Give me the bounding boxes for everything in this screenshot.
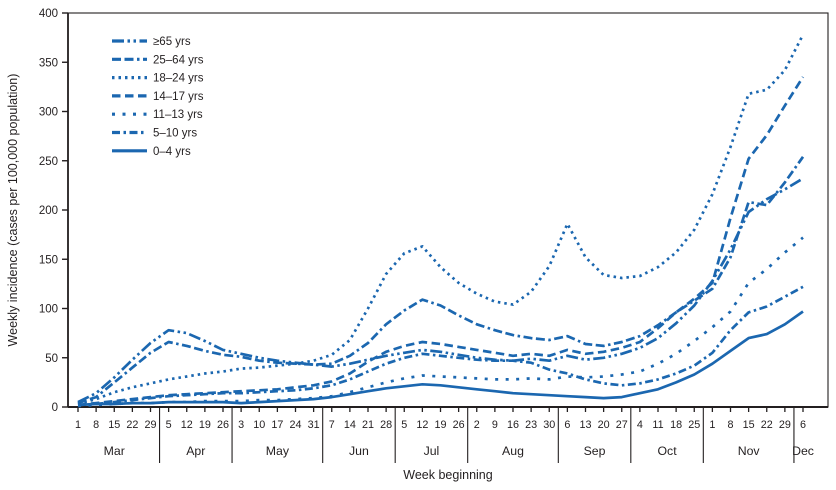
- month-label: Aug: [502, 444, 524, 458]
- legend-label: 25–64 yrs: [153, 54, 204, 66]
- x-tick-label: 29: [144, 419, 156, 431]
- legend-item: 11–13 yrs: [112, 109, 203, 121]
- month-label: Oct: [657, 444, 677, 458]
- y-tick-label: 100: [39, 304, 58, 316]
- legend-item: 0–4 yrs: [112, 146, 191, 158]
- legend-item: 18–24 yrs: [112, 73, 204, 85]
- series-line-0–4 yrs: [77, 310, 804, 407]
- x-tick-label: 15: [743, 419, 755, 431]
- series-line-11–13 yrs: [77, 236, 804, 408]
- x-tick-label: 22: [126, 419, 138, 431]
- month-label: May: [266, 444, 290, 458]
- x-tick-label: 2: [474, 419, 480, 431]
- x-tick-label: 21: [362, 419, 374, 431]
- month-label: Sep: [584, 444, 606, 458]
- y-axis: 0 50 100 150 200 250 300 350 400: [39, 8, 68, 414]
- legend-label: 14–17 yrs: [153, 91, 204, 103]
- x-tick-label: 1: [709, 419, 715, 431]
- y-tick-label: 250: [39, 156, 58, 168]
- month-label: Jun: [349, 444, 369, 458]
- x-tick-label: 28: [380, 419, 392, 431]
- x-tick-label: 20: [598, 419, 610, 431]
- x-axis-title: Week beginning: [403, 468, 493, 482]
- legend-item: 14–17 yrs: [112, 91, 204, 103]
- x-tick-label: 17: [271, 419, 283, 431]
- x-tick-label: 6: [564, 419, 570, 431]
- x-tick-label: 14: [344, 419, 356, 431]
- x-tick-label: 16: [507, 419, 519, 431]
- x-tick-label: 6: [800, 419, 806, 431]
- legend-label: 18–24 yrs: [153, 73, 204, 85]
- series-line-18–24 yrs: [77, 34, 805, 406]
- x-tick-label: 31: [308, 419, 320, 431]
- series-line-25–64 yrs: [77, 156, 805, 405]
- series-line-≥65 yrs: [77, 177, 804, 404]
- x-tick-label: 19: [434, 419, 446, 431]
- month-label: Nov: [738, 444, 761, 458]
- x-tick-label: 5: [166, 419, 172, 431]
- x-tick-label: 15: [108, 419, 120, 431]
- x-tick-label: 11: [652, 419, 663, 431]
- month-label: Dec: [792, 444, 814, 458]
- month-label: Mar: [104, 444, 125, 458]
- legend-item: 25–64 yrs: [112, 54, 204, 66]
- x-tick-label: 13: [579, 419, 591, 431]
- series-lines: [77, 34, 805, 408]
- x-tick-label: 8: [93, 419, 99, 431]
- legend-label: 11–13 yrs: [153, 109, 203, 121]
- x-tick-label: 7: [329, 419, 335, 431]
- x-tick-label: 26: [453, 419, 465, 431]
- x-tick-label: 26: [217, 419, 229, 431]
- series-line-14–17 yrs: [77, 76, 805, 407]
- x-tick-label: 12: [416, 419, 428, 431]
- x-tick-label: 24: [289, 419, 301, 431]
- x-tick-label: 12: [181, 419, 193, 431]
- x-tick-label: 30: [543, 419, 555, 431]
- legend-label: ≥65 yrs: [153, 36, 191, 48]
- x-tick-label: 19: [199, 419, 211, 431]
- y-tick-label: 300: [39, 107, 58, 119]
- x-tick-label: 9: [492, 419, 498, 431]
- x-tick-label: 22: [761, 419, 773, 431]
- x-tick-label: 5: [401, 419, 407, 431]
- y-tick-label: 50: [45, 353, 58, 365]
- x-tick-label: 23: [525, 419, 537, 431]
- month-label: Apr: [186, 444, 205, 458]
- legend-item: ≥65 yrs: [112, 36, 191, 48]
- x-tick-label: 4: [637, 419, 643, 431]
- y-tick-label: 400: [39, 8, 58, 20]
- x-tick-label: 3: [238, 419, 244, 431]
- x-tick-label: 29: [779, 419, 791, 431]
- x-tick-label: 18: [670, 419, 682, 431]
- series-line-5–10 yrs: [77, 285, 804, 407]
- legend: ≥65 yrs 25–64 yrs 18–24 yrs 14–17 yrs 11–13 …: [112, 36, 204, 158]
- x-tick-label: 10: [253, 419, 265, 431]
- y-tick-label: 350: [39, 57, 58, 69]
- x-tick-label: 25: [688, 419, 700, 431]
- y-tick-label: 200: [39, 205, 58, 217]
- x-axis: 1 8 15 22 29 5 12 19 26 3 10 17 24 31 7 14 21 28 5 12 19 26 2 9…: [75, 407, 814, 463]
- legend-item: 5–10 yrs: [112, 128, 197, 140]
- y-tick-label: 0: [52, 402, 58, 414]
- y-tick-label: 150: [39, 254, 58, 266]
- legend-label: 0–4 yrs: [153, 146, 191, 158]
- legend-label: 5–10 yrs: [153, 128, 197, 140]
- month-label: Jul: [424, 444, 440, 458]
- x-tick-label: 8: [727, 419, 733, 431]
- x-tick-label: 27: [616, 419, 628, 431]
- x-tick-label: 1: [75, 419, 81, 431]
